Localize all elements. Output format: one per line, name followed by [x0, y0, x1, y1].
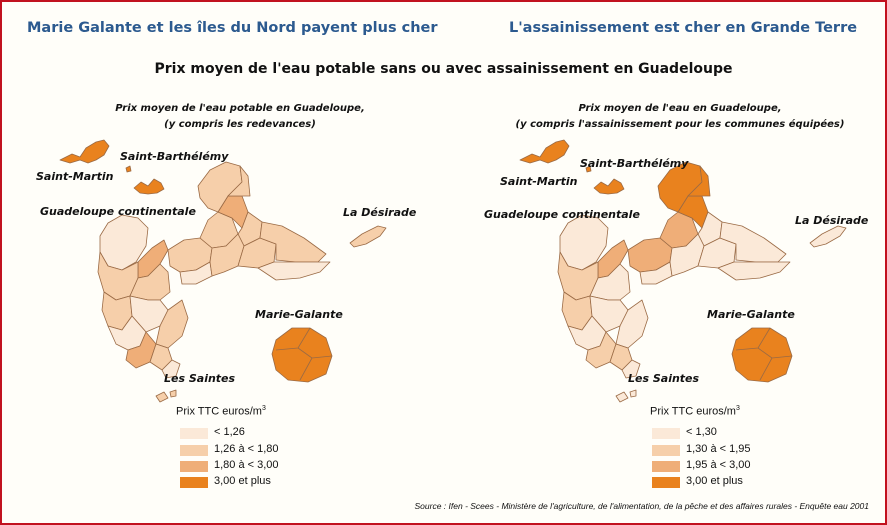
map-left — [59, 139, 387, 403]
legend-right-label: 1,30 à < 1,95 — [686, 443, 751, 455]
map-right-la-desirade — [809, 225, 847, 248]
legend-right-label: 3,00 et plus — [686, 475, 743, 487]
label-saint-barthelemy-right: Saint-Barthélémy — [580, 157, 689, 170]
map-right-saint-barthelemy — [593, 178, 625, 195]
map-left-commune — [227, 165, 251, 197]
legend-left-swatch — [180, 477, 208, 488]
legend-left-label: < 1,26 — [214, 426, 245, 438]
map-left-commune — [161, 359, 181, 379]
legend-left-swatch — [180, 461, 208, 472]
legend-left-title-sup: 3 — [261, 405, 266, 412]
legend-right-swatch — [652, 445, 680, 456]
legend-left-label: 1,26 à < 1,80 — [214, 443, 279, 455]
map-right-subtitle-line2: (y compris l'assainissement pour les com… — [515, 119, 845, 130]
label-guadeloupe-continentale-right: Guadeloupe continentale — [484, 208, 640, 221]
map-left-la-desirade — [349, 225, 387, 248]
label-marie-galante-right: Marie-Galante — [707, 308, 795, 321]
map-right-subtitle: Prix moyen de l'eau en Guadeloupe, (y co… — [500, 101, 860, 133]
source-note: Source : Ifen - Scees - Ministère de l'a… — [414, 501, 869, 511]
map-left-mg-div3 — [299, 357, 313, 381]
map-left-marie-galante — [271, 327, 333, 383]
label-la-desirade-right: La Désirade — [795, 214, 869, 227]
headline-right: L'assainissement est cher en Grande Terr… — [509, 20, 858, 36]
label-saint-martin-right: Saint-Martin — [500, 175, 578, 188]
map-left-commune — [99, 214, 149, 271]
map-right-marie-galante — [731, 327, 793, 383]
map-right-mg-div3 — [759, 357, 773, 381]
map-right-commune — [687, 165, 711, 197]
map-right-commune — [559, 214, 609, 271]
legend-right-label: 1,95 à < 3,00 — [686, 459, 751, 471]
legend-right-title: Prix TTC euros/m3 — [650, 405, 740, 418]
legend-right-title-sup: 3 — [735, 405, 740, 412]
map-right-islet — [585, 165, 592, 173]
label-saint-barthelemy-left: Saint-Barthélémy — [120, 150, 229, 163]
map-left-subtitle-line1: Prix moyen de l'eau potable en Guadeloup… — [115, 103, 365, 114]
main-title: Prix moyen de l'eau potable sans ou avec… — [154, 61, 733, 77]
map-left-subtitle: Prix moyen de l'eau potable en Guadeloup… — [60, 101, 420, 133]
legend-left-label: 3,00 et plus — [214, 475, 271, 487]
map-left-commune — [257, 261, 331, 281]
map-left-saint-martin — [59, 139, 110, 164]
legend-left-swatch — [180, 428, 208, 439]
map-right-les-saintes-2 — [629, 389, 637, 398]
map-left-subtitle-line2: (y compris les redevances) — [164, 119, 316, 130]
legend-right-swatch — [652, 428, 680, 439]
legend-left-label: 1,80 à < 3,00 — [214, 459, 279, 471]
map-right-les-saintes — [615, 391, 629, 403]
legend-right-swatch — [652, 477, 680, 488]
legend-right-title-text: Prix TTC euros/m — [650, 405, 736, 418]
legend-right-swatch — [652, 461, 680, 472]
legend-left-swatch — [180, 445, 208, 456]
label-les-saintes-right: Les Saintes — [628, 372, 700, 385]
map-right-subtitle-line1: Prix moyen de l'eau en Guadeloupe, — [578, 103, 782, 114]
map-right-saint-martin — [519, 139, 570, 164]
label-les-saintes-left: Les Saintes — [164, 372, 236, 385]
map-left-commune — [155, 299, 189, 349]
map-right-commune — [717, 261, 791, 281]
map-left-saint-barthelemy — [133, 178, 165, 195]
map-right-commune — [615, 299, 649, 349]
legend-left-title-text: Prix TTC euros/m — [176, 405, 262, 418]
map-right-commune — [621, 359, 641, 379]
map-left-les-saintes — [155, 391, 169, 403]
label-guadeloupe-continentale-left: Guadeloupe continentale — [40, 205, 196, 218]
label-saint-martin-left: Saint-Martin — [36, 170, 114, 183]
legend-right-label: < 1,30 — [686, 426, 717, 438]
label-marie-galante-left: Marie-Galante — [255, 308, 343, 321]
legend-left-title: Prix TTC euros/m3 — [176, 405, 266, 418]
map-left-les-saintes-2 — [169, 389, 177, 398]
map-left-islet — [125, 165, 132, 173]
label-la-desirade-left: La Désirade — [343, 206, 417, 219]
map-right — [519, 139, 847, 403]
headline-left: Marie Galante et les îles du Nord payent… — [27, 20, 438, 36]
